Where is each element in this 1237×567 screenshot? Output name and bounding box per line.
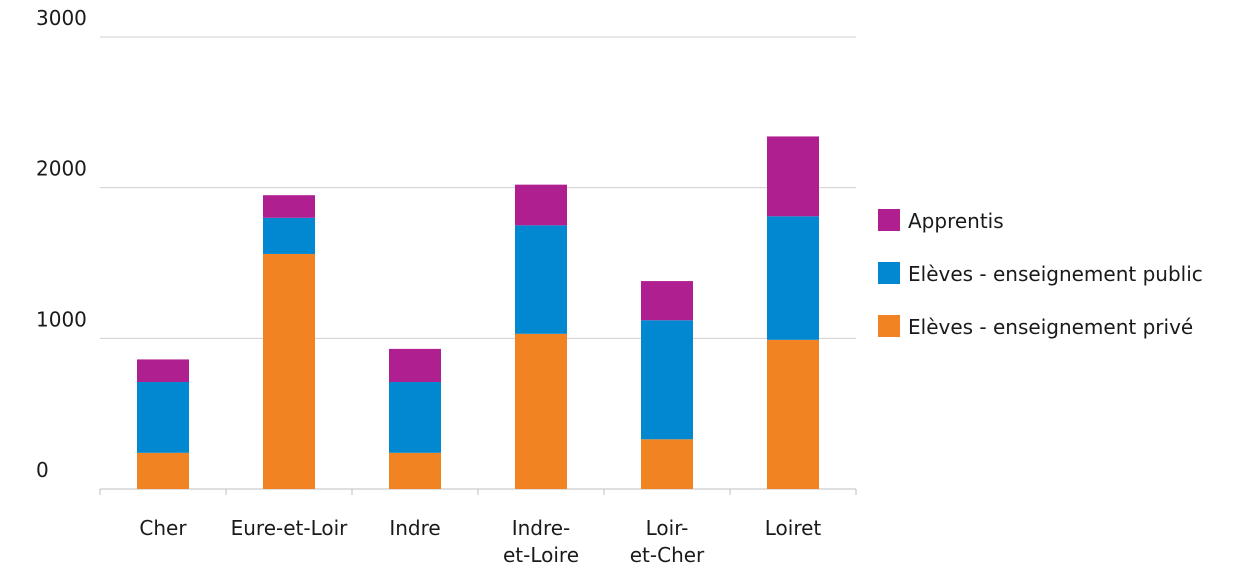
bars <box>137 136 819 489</box>
bar-segment <box>137 382 189 453</box>
bar-segment <box>767 216 819 340</box>
x-tick-label: Loiret <box>765 516 822 540</box>
bar-segment <box>515 184 567 226</box>
y-tick-label: 2000 <box>36 157 87 181</box>
legend-label: Apprentis <box>908 209 1004 233</box>
x-tick-labels: Cher Eure-et-Loir Indre Indre-et-Loire Loir-… <box>139 516 821 567</box>
x-tick-label: Cher <box>139 516 187 540</box>
bar-segment <box>389 382 441 453</box>
y-tick-label: 3000 <box>36 6 87 30</box>
x-tick-label: Indre <box>389 516 440 540</box>
legend: Apprentis Elèves - enseignement public Elè… <box>878 209 1203 339</box>
legend-label: Elèves - enseignement public <box>908 262 1203 286</box>
bar-segment <box>641 281 693 321</box>
bar-segment <box>263 217 315 254</box>
legend-swatch <box>878 315 900 337</box>
x-tick-label: Indre-et-Loire <box>503 516 579 567</box>
bar-segment <box>389 452 441 489</box>
bar-segment <box>767 136 819 217</box>
bar-segment <box>137 452 189 489</box>
y-tick-label: 0 <box>36 458 49 482</box>
legend-swatch <box>878 262 900 284</box>
bar-segment <box>389 348 441 383</box>
y-tick-labels: 0 1000 2000 3000 <box>36 6 87 482</box>
bar-segment <box>263 253 315 489</box>
gridlines <box>100 36 856 339</box>
legend-swatch <box>878 209 900 231</box>
bar-segment <box>263 195 315 218</box>
bar-segment <box>767 339 819 489</box>
bar-segment <box>515 225 567 334</box>
x-axis <box>99 488 857 495</box>
bar-segment <box>137 359 189 383</box>
bar-segment <box>641 439 693 489</box>
legend-label: Elèves - enseignement privé <box>908 315 1193 339</box>
x-tick-label: Eure-et-Loir <box>231 516 349 540</box>
bar-segment <box>515 333 567 489</box>
bar-segment <box>641 320 693 440</box>
y-tick-label: 1000 <box>36 307 87 331</box>
x-tick-label: Loir-et-Cher <box>630 516 705 567</box>
